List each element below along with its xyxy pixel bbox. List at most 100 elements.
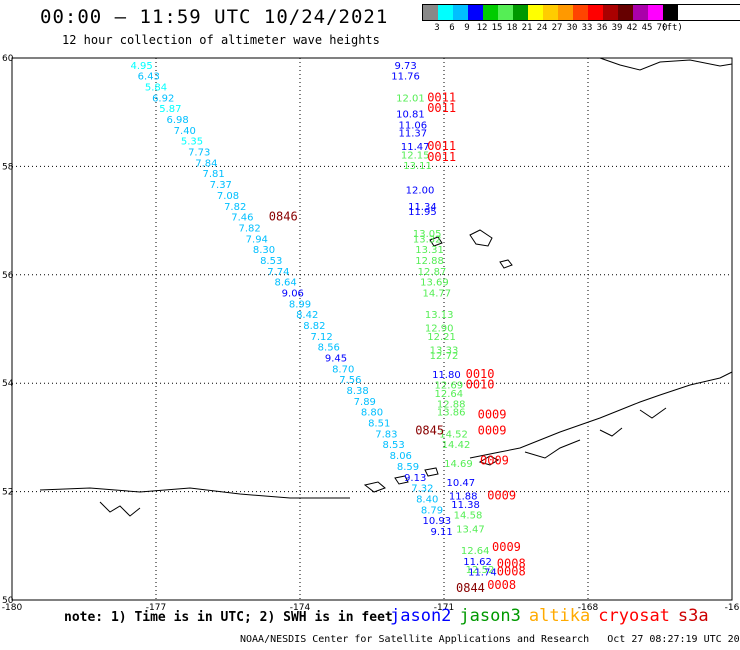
wave-height-value: 8.42 [296,310,318,321]
wave-height-value: 7.37 [210,180,232,191]
legend-label: 30 [566,23,578,33]
pass-time-label: 0011 [427,101,456,115]
wave-height-value: 11.37 [398,129,427,140]
pass-time-label: 0010 [466,367,495,381]
coastline-segment [599,57,733,71]
lat-tick-label: 58 [2,162,14,172]
legend-label: 12 [476,23,488,33]
wave-height-value: 7.81 [202,169,224,180]
wave-height-value: 13.13 [425,310,454,321]
coastline-segment [639,407,667,419]
wave-height-value: 7.46 [231,213,253,224]
pass-time-label: 0009 [480,454,509,468]
wave-height-value: 12.64 [434,389,463,400]
wave-height-value: 5.84 [145,83,167,94]
wave-height-value: 7.56 [339,375,361,386]
pass-time-label: 0009 [478,407,507,421]
satellite-legend: jason2 jason3 altika cryosat s3a [390,606,717,626]
satellite-name: jason3 [459,606,521,626]
lon-tick-label: -180 [2,603,23,613]
legend-label: 6 [449,23,455,33]
lat-tick-label: 50 [2,596,14,606]
legend-label: 21 [521,23,533,33]
wave-height-value: 11.74 [468,568,497,579]
lat-tick-label: 60 [2,54,14,64]
wave-height-points: 4.956.435.846.925.876.987.405.357.737.84… [130,61,525,595]
pass-time-label: 0844 [456,581,485,595]
coastline-segment [99,501,141,517]
wave-height-value: 13.33 [430,345,459,356]
coastline-segment [469,371,733,459]
legend-swatch [423,5,438,20]
wave-height-value: 12.01 [396,93,425,104]
legend-label: 27 [551,23,563,33]
legend-swatch [453,5,468,20]
wave-height-value: 12.64 [461,546,490,557]
legend-swatch [468,5,483,20]
satellite-name: jason2 [390,606,452,626]
legend-label: 36 [596,23,608,33]
wave-height-value: 7.82 [224,202,246,213]
wave-height-value: 7.73 [188,148,210,159]
wave-height-value: 7.82 [238,223,260,234]
pass-time-label: 0011 [427,90,456,104]
wave-height-value: 12.52 [466,565,495,576]
coastline-segment [469,229,493,247]
wave-height-value: 14.77 [422,288,451,299]
map-grid [11,57,733,601]
wave-height-value: 13.31 [415,245,444,256]
wave-height-value: 6.98 [166,115,188,126]
legend-swatch [438,5,453,20]
coastline-segment [499,259,513,269]
legend-swatch [483,5,498,20]
wave-height-value: 11.47 [401,142,430,153]
pass-time-label: 0010 [466,378,495,392]
coastline-segment [363,481,386,493]
wave-height-value: 6.92 [152,93,174,104]
wave-height-value: 11.76 [391,72,420,83]
wave-height-value: 9.73 [394,61,416,72]
wave-height-value: 4.95 [130,61,152,72]
wave-height-value: 7.84 [195,158,217,169]
wave-height-value: 8.70 [332,364,354,375]
legend-labels: 3 6 9 12 15 18 21 24 27 30 33 36 39 42 45 70 (ft) [422,21,740,35]
wave-height-value: 13.11 [403,161,432,172]
wave-height-value: 12.21 [427,332,456,343]
wave-height-value: 7.94 [246,234,268,245]
map-axes: 60 58 56 54 52 50-180 -177 -174 -171 -168 -16 [2,54,740,613]
wave-height-value: 14.42 [442,440,471,451]
wave-height-value: 13.47 [456,524,485,535]
legend-label: 70 [656,23,668,33]
legend-label: 45 [641,23,653,33]
wave-height-value: 8.56 [318,343,340,354]
wave-height-value: 9.06 [282,288,304,299]
lon-tick-label: -168 [578,603,599,613]
wave-height-value: 13.69 [420,278,449,289]
satellite-name: altika [528,606,591,626]
wave-height-value: 12.90 [425,324,454,335]
legend-label: 3 [434,23,440,33]
credit-text: NOAA/NESDIS Center for Satellite Applica… [240,634,740,645]
wave-height-value: 8.80 [361,408,383,419]
lon-tick-label: -174 [290,603,311,613]
wave-height-value: 8.79 [421,505,443,516]
wave-height-value: 7.08 [217,191,239,202]
wave-height-value: 7.83 [375,429,397,440]
legend-swatch [603,5,618,20]
wave-height-value: 7.12 [310,332,332,343]
lon-tick-label: -171 [434,603,454,613]
wave-height-value: 13.05 [413,229,442,240]
wave-height-value: 8.64 [274,278,296,289]
legend-label: 15 [491,23,503,33]
legend-label: 33 [581,23,593,33]
wave-height-value: 9.13 [404,473,426,484]
wave-height-value: 11.06 [398,120,427,131]
legend-label: 42 [626,23,638,33]
coastline-segment [424,467,439,477]
map-subtitle: 12 hour collection of altimeter wave hei… [62,33,380,47]
pass-time-label: 0011 [427,150,456,164]
wave-height-value: 11.62 [463,557,492,568]
wave-height-value: 8.06 [390,451,412,462]
wave-height-value: 9.45 [325,354,347,365]
pass-time-label: 0011 [427,139,456,153]
